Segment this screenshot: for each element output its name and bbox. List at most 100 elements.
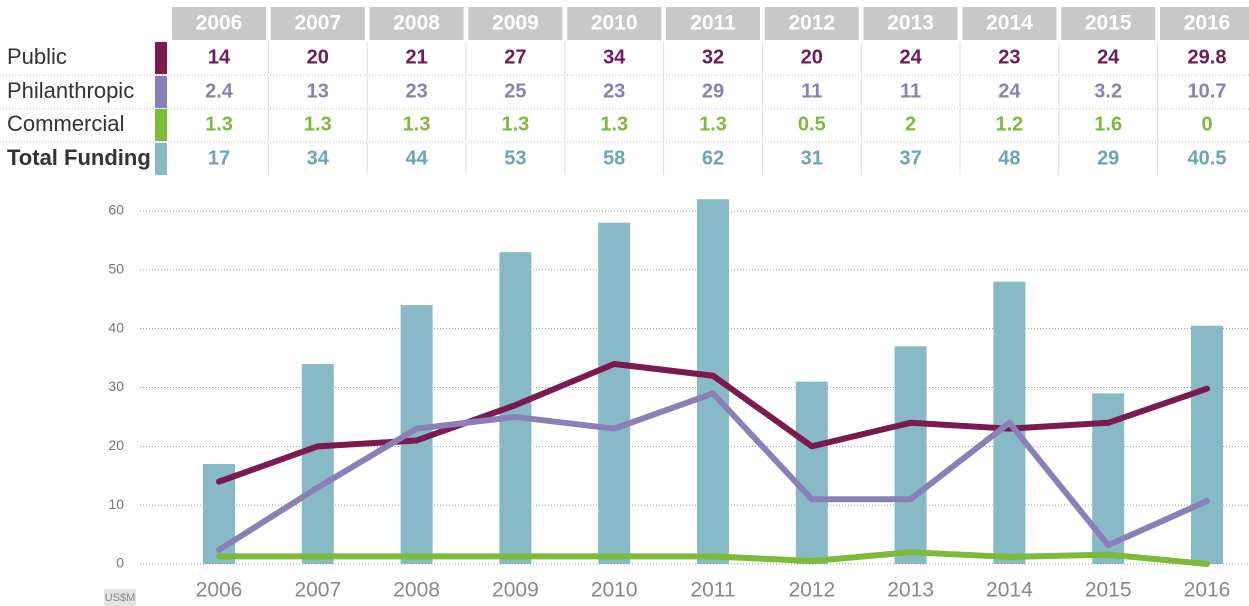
x-tick-label: 2016 — [1184, 579, 1231, 602]
row-label: Commercial — [7, 111, 124, 136]
x-tick-label: 2014 — [986, 579, 1033, 602]
header-year: 2008 — [393, 12, 440, 35]
header-cell — [1061, 7, 1156, 40]
header-year: 2007 — [294, 12, 341, 35]
table-value: 23 — [998, 46, 1020, 68]
header-year: 2015 — [1085, 12, 1132, 35]
table-value: 37 — [899, 147, 921, 169]
table-value: 1.3 — [501, 113, 529, 135]
line — [216, 360, 1210, 485]
y-tick-label: 0 — [116, 555, 124, 571]
x-tick-label: 2009 — [492, 579, 539, 602]
header-year: 2014 — [986, 12, 1033, 35]
table-value: 13 — [307, 80, 329, 102]
table-value: 58 — [603, 147, 625, 169]
table-value: 48 — [998, 147, 1020, 169]
unit-badge — [104, 589, 136, 606]
y-tick-label: 10 — [108, 496, 124, 512]
table-value: 3.2 — [1094, 80, 1122, 102]
y-tick-label: 60 — [108, 202, 124, 218]
table-value: 2 — [905, 113, 916, 135]
header-year: 2009 — [492, 12, 539, 35]
row-label: Total Funding — [7, 145, 151, 170]
header-year: 2012 — [788, 12, 835, 35]
table-value: 23 — [603, 80, 625, 102]
header-cell — [369, 7, 464, 40]
header-cell — [270, 7, 365, 40]
table-value: 34 — [603, 46, 626, 68]
table-value: 24 — [1097, 46, 1120, 68]
row-label: Public — [7, 44, 67, 69]
table-value: 14 — [208, 46, 231, 68]
header-cell — [172, 7, 266, 40]
header-cell — [764, 7, 859, 40]
table-value: 11 — [801, 80, 822, 102]
line — [216, 390, 1210, 553]
table-value: 11 — [900, 80, 921, 102]
table-value: 1.3 — [699, 113, 727, 135]
row-swatch — [155, 42, 167, 74]
table-value: 1.3 — [304, 113, 332, 135]
table-value: 40.5 — [1188, 147, 1227, 169]
table-value: 21 — [405, 46, 427, 68]
row-swatch — [155, 109, 167, 141]
y-tick-label: 20 — [108, 437, 124, 453]
line — [216, 549, 1210, 567]
table-value: 1.3 — [403, 113, 431, 135]
y-tick-label: 30 — [108, 378, 124, 394]
x-tick-label: 2007 — [294, 579, 341, 602]
table-value: 10.7 — [1188, 80, 1227, 102]
bar — [894, 346, 927, 564]
header-cell — [1160, 7, 1249, 40]
header-year: 2006 — [196, 12, 243, 35]
table-value: 2.4 — [205, 80, 234, 102]
table-value: 62 — [702, 147, 724, 169]
y-axis-unit: US$M — [105, 592, 136, 604]
table-value: 17 — [208, 147, 230, 169]
header-year: 2013 — [887, 12, 934, 35]
table-value: 27 — [504, 46, 526, 68]
table-value: 1.3 — [205, 113, 233, 135]
x-tick-label: 2008 — [393, 579, 440, 602]
x-tick-label: 2006 — [196, 579, 243, 602]
x-tick-label: 2010 — [591, 579, 638, 602]
row-swatch — [155, 76, 167, 108]
x-tick-label: 2012 — [788, 579, 835, 602]
x-tick-label: 2011 — [690, 579, 735, 602]
row-swatch — [155, 143, 167, 175]
bar — [598, 222, 631, 564]
table-value: 24 — [998, 80, 1021, 102]
header-cell — [468, 7, 563, 40]
table-value: 34 — [307, 147, 330, 169]
header-cell — [863, 7, 958, 40]
table-value: 0 — [1201, 113, 1212, 135]
table-value: 44 — [405, 147, 428, 169]
bar — [795, 381, 828, 564]
bar — [301, 363, 334, 564]
table-value: 20 — [307, 46, 329, 68]
x-tick-label: 2015 — [1085, 579, 1132, 602]
header-year: 2011 — [690, 12, 736, 35]
table-value: 1.2 — [995, 113, 1023, 135]
table-value: 25 — [504, 80, 526, 102]
header-cell — [666, 7, 760, 40]
table-value: 0.5 — [798, 113, 826, 135]
row-label: Philanthropic — [7, 78, 134, 103]
table-value: 1.3 — [600, 113, 628, 135]
table-value: 1.6 — [1094, 113, 1122, 135]
table-value: 29 — [1097, 147, 1119, 169]
table-value: 29.8 — [1188, 46, 1227, 68]
y-tick-label: 40 — [108, 319, 124, 335]
table-value: 24 — [899, 46, 922, 68]
y-tick-label: 50 — [108, 261, 124, 277]
header-cell — [567, 7, 662, 40]
x-tick-label: 2013 — [887, 579, 934, 602]
table-value: 20 — [801, 46, 823, 68]
header-year: 2016 — [1184, 12, 1231, 35]
bar — [1191, 325, 1223, 564]
table-value: 29 — [702, 80, 724, 102]
table-value: 53 — [504, 147, 526, 169]
table-value: 32 — [702, 46, 724, 68]
header-year: 2010 — [591, 12, 638, 35]
